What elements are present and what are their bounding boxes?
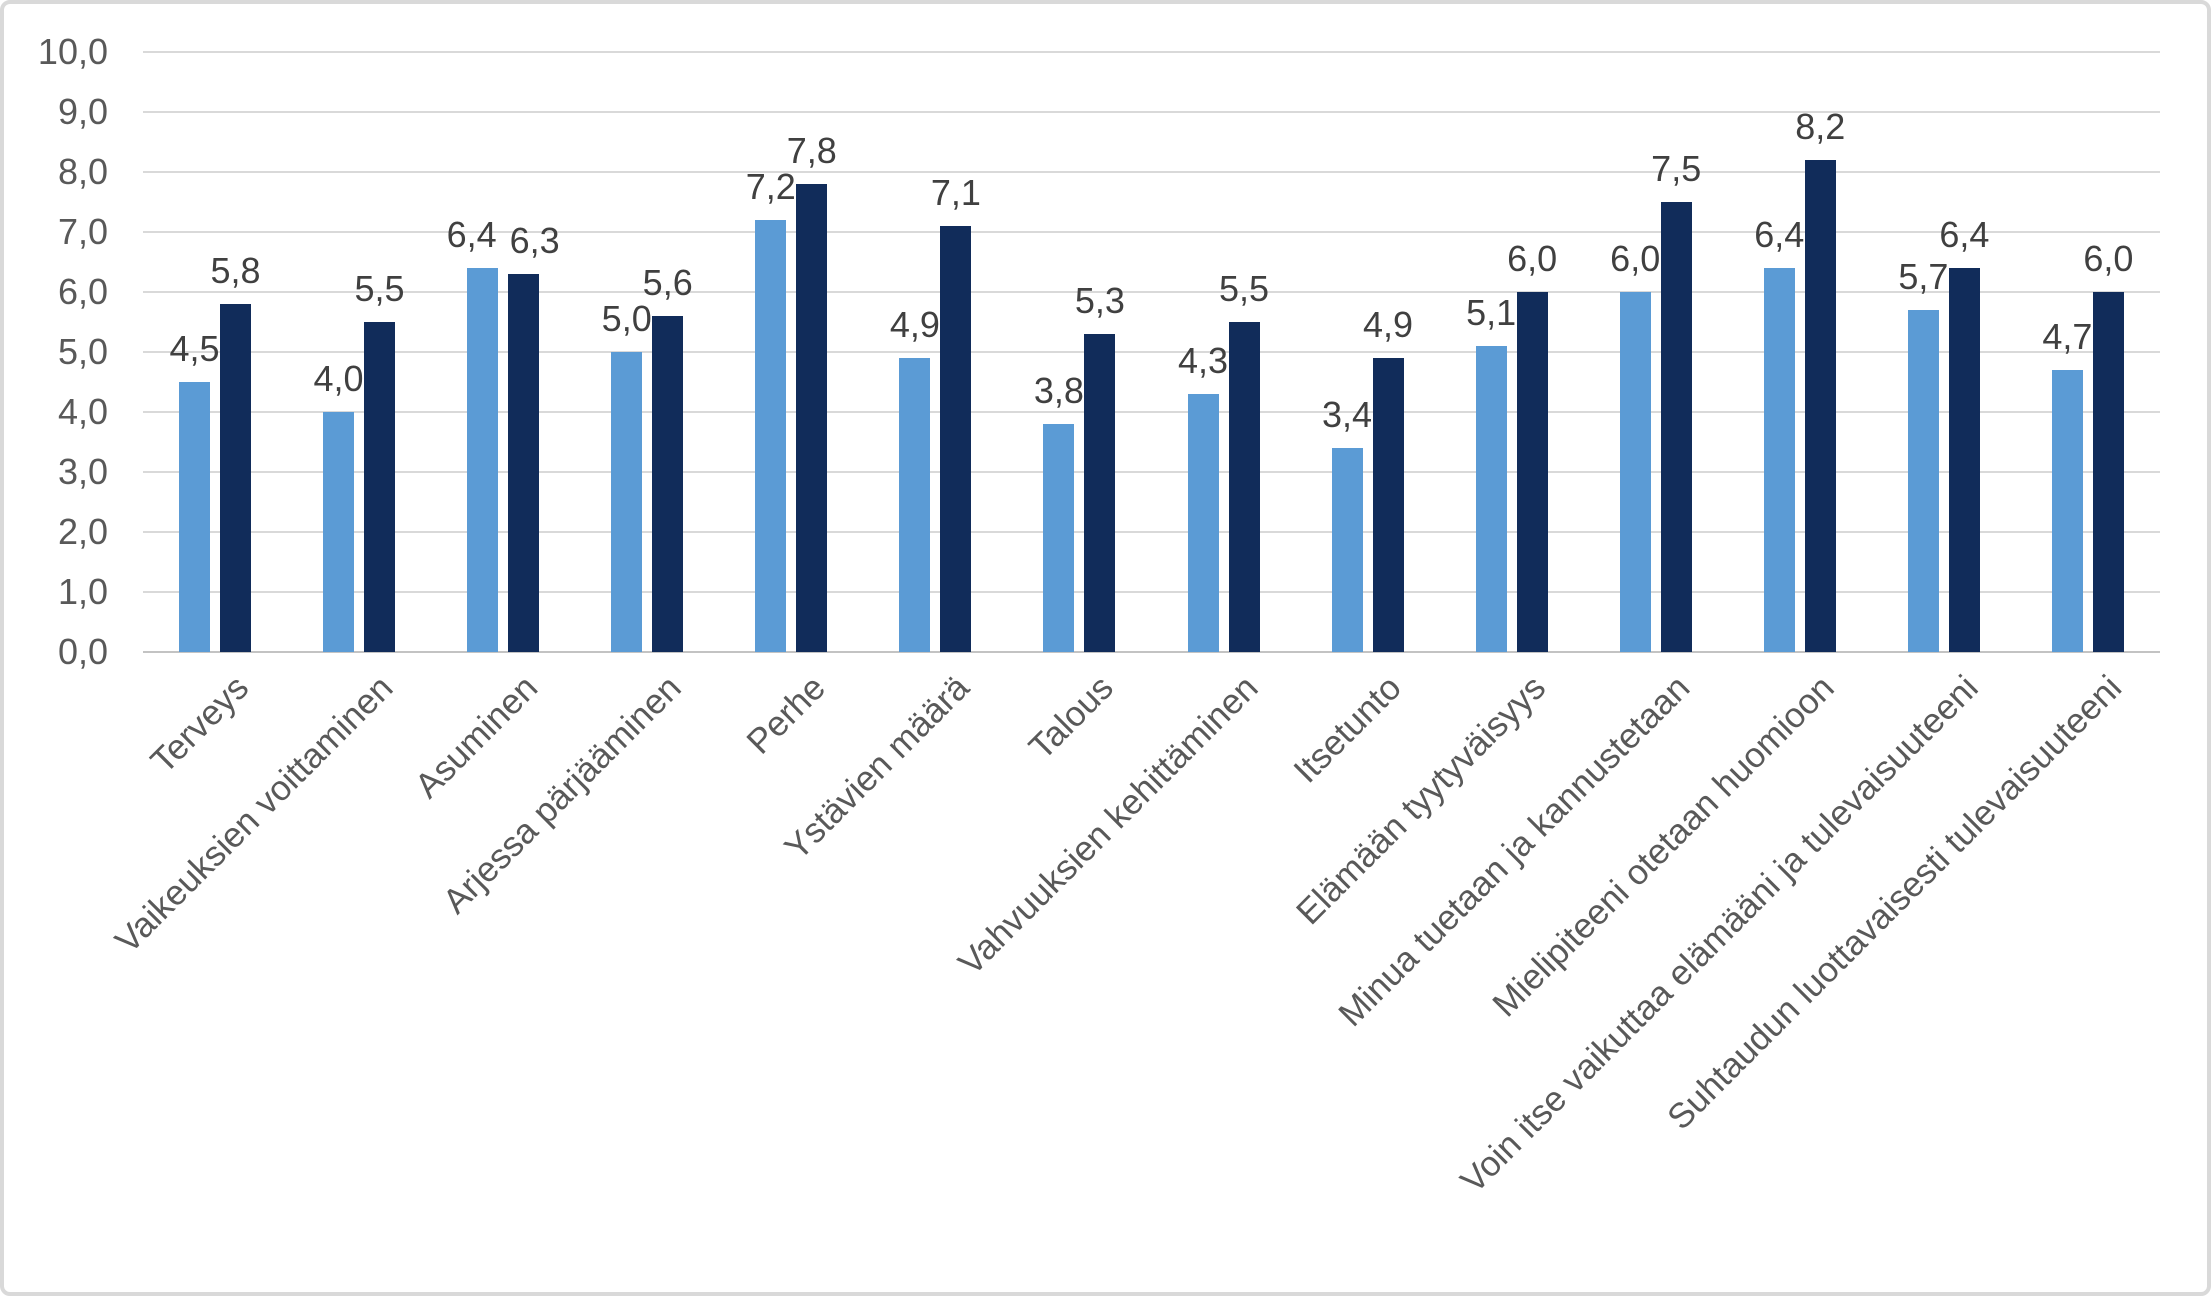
bar-dark-navy-series [1372, 358, 1404, 652]
bar-value-label: 5,3 [1074, 280, 1125, 321]
x-axis-line [143, 651, 2160, 653]
bar-light-blue-series [899, 358, 931, 652]
y-axis-tick-label: 4,0 [57, 391, 108, 432]
gridline [143, 171, 2160, 173]
bar-value-label: 4,0 [313, 358, 364, 399]
bar-value-label: 7,5 [1651, 148, 1702, 189]
y-axis-tick-label: 8,0 [57, 151, 108, 192]
bar-value-label: 5,7 [1898, 256, 1949, 297]
bar-light-blue-series [179, 382, 210, 652]
bar-chart-plot-area: 0,0 1,0 2,0 3,0 4,0 5,0 6,0 7,0 8,0 9,0 10,0 4,5 5,8… [4, 4, 2207, 1292]
bar-dark-navy-series [940, 226, 972, 652]
bar-value-label: 4,5 [169, 328, 220, 369]
gridline [143, 471, 2160, 473]
bar-value-label: 6,4 [1754, 214, 1805, 255]
gridline [143, 411, 2160, 413]
y-axis-tick-label: 5,0 [57, 331, 108, 372]
bar-light-blue-series [467, 268, 499, 652]
x-axis-category-label: Elämään tyytyväisyys [1289, 668, 1554, 933]
y-axis-tick-label: 0,0 [57, 631, 108, 672]
bar-dark-navy-series [652, 316, 684, 652]
bar-light-blue-series [1043, 424, 1075, 652]
y-axis-tick-label: 9,0 [57, 91, 108, 132]
bar-value-label: 6,4 [446, 214, 497, 255]
x-axis-category-label: Voin itse vaikuttaa elämääni ja tulevais… [1452, 668, 1986, 1201]
bar-light-blue-series [1187, 394, 1219, 652]
bar-dark-navy-series [1948, 268, 1980, 652]
y-axis-tick-label: 10,0 [37, 31, 108, 72]
y-axis-tick-label: 6,0 [57, 271, 108, 312]
bar-value-label: 6,3 [509, 220, 560, 261]
bar-value-label: 4,9 [889, 304, 940, 345]
bar-value-label: 4,7 [2042, 316, 2093, 357]
bar-value-label: 8,2 [1795, 106, 1846, 147]
bar-value-label: 3,4 [1322, 394, 1373, 435]
bar-light-blue-series [1907, 310, 1939, 652]
x-axis-category-label: Vaikeuksien voittaminen [108, 668, 401, 961]
y-axis-tick-label: 7,0 [57, 211, 108, 252]
bar-value-label: 7,8 [786, 130, 837, 171]
y-axis-tick-label: 3,0 [57, 451, 108, 492]
bar-value-label: 5,6 [642, 262, 693, 303]
bar-value-label: 6,0 [1507, 238, 1558, 279]
y-axis-tick-label: 1,0 [57, 571, 108, 612]
x-axis-category-label: Terveys [143, 668, 257, 781]
bar-value-label: 6,4 [1939, 214, 1990, 255]
bar-value-label: 6,0 [2083, 238, 2134, 279]
bar-dark-navy-series [1660, 202, 1692, 652]
bar-light-blue-series [1475, 346, 1507, 652]
bar-light-blue-series [755, 220, 787, 652]
bar-value-label: 4,3 [1177, 340, 1229, 381]
bar-light-blue-series [611, 352, 643, 652]
bar-value-label: 3,8 [1033, 370, 1084, 411]
bar-value-label: 7,1 [930, 172, 981, 213]
bar-light-blue-series [2051, 370, 2083, 652]
gridline [143, 231, 2160, 233]
bar-dark-navy-series [796, 184, 828, 652]
gridline [143, 531, 2160, 533]
bar-value-label: 5,5 [354, 268, 405, 309]
x-axis-category-label: Perhe [739, 668, 833, 762]
bar-value-label: 5,5 [1218, 268, 1270, 309]
bar-dark-navy-series [508, 274, 540, 652]
bar-light-blue-series [1619, 292, 1651, 652]
bar-dark-navy-series [364, 322, 396, 652]
x-axis-category-label: Vahvuuksien kehittäminen [950, 668, 1266, 983]
gridline [143, 591, 2160, 593]
bar-dark-navy-series [1228, 322, 1260, 652]
gridline [143, 111, 2160, 113]
gridline [143, 51, 2160, 53]
gridline [143, 291, 2160, 293]
x-axis-category-label: Arjessa pärjääminen [435, 668, 689, 922]
bar-dark-navy-series [220, 304, 251, 652]
x-axis-category-label: Itsetunto [1286, 668, 1410, 791]
bar-light-blue-series [1331, 448, 1363, 652]
bar-light-blue-series [323, 412, 355, 652]
bar-value-label: 4,9 [1363, 304, 1414, 345]
bar-dark-navy-series [1084, 334, 1116, 652]
bar-value-label: 5,1 [1466, 292, 1517, 333]
bar-dark-navy-series [2092, 292, 2124, 652]
y-axis-tick-label: 2,0 [57, 511, 108, 552]
gridline [143, 351, 2160, 353]
x-axis-category-label: Asuminen [407, 668, 545, 806]
bar-value-label: 6,0 [1610, 238, 1661, 279]
bar-value-label: 7,2 [745, 166, 796, 207]
bar-dark-navy-series [1804, 160, 1836, 652]
bar-value-label: 5,8 [210, 250, 261, 291]
x-axis-category-label: Talous [1021, 668, 1122, 768]
bar-value-label: 5,0 [601, 298, 652, 339]
bar-dark-navy-series [1516, 292, 1548, 652]
bar-light-blue-series [1763, 268, 1795, 652]
